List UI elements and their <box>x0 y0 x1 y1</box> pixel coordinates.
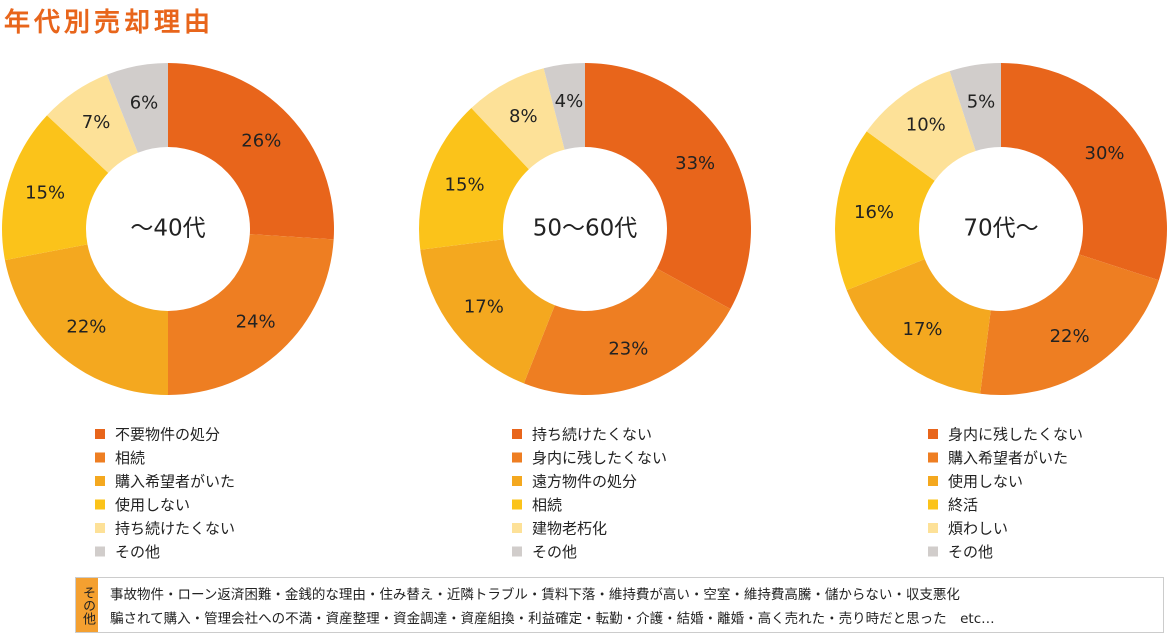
legend-swatch <box>95 499 105 510</box>
legend-swatch <box>512 476 522 486</box>
legend-swatch <box>928 499 938 510</box>
legend-swatch <box>512 499 522 510</box>
page-title: 年代別売却理由 <box>4 8 215 38</box>
legend-label: 相続 <box>532 496 562 514</box>
value-label: 17% <box>903 319 943 340</box>
donut-segment <box>420 239 555 384</box>
value-label: 23% <box>608 338 648 359</box>
legend-swatch <box>95 429 105 439</box>
legend-label: 使用しない <box>948 473 1023 491</box>
legend-swatch <box>928 429 938 439</box>
center-label: 70代～ <box>963 216 1038 242</box>
donut-segment <box>471 68 565 170</box>
legend-label: 身内に残したくない <box>532 449 667 467</box>
legend-label: 遠方物件の処分 <box>532 473 637 491</box>
legend-swatch <box>512 546 522 557</box>
value-label: 7% <box>82 112 111 133</box>
donut-segment <box>523 268 731 395</box>
legend-label: 終活 <box>948 496 978 514</box>
legend-label: 相続 <box>115 449 145 467</box>
legend-swatch <box>928 523 938 533</box>
value-label: 22% <box>66 317 106 338</box>
value-label: 4% <box>555 91 584 112</box>
donut-segment <box>46 74 138 173</box>
legend-label: 持ち続けたくない <box>115 520 235 538</box>
value-label: 24% <box>236 311 276 332</box>
donut-segment <box>980 254 1159 395</box>
value-label: 6% <box>130 92 159 113</box>
legend-label: その他 <box>532 543 577 561</box>
legend-swatch <box>928 476 938 486</box>
legend-swatch <box>95 523 105 533</box>
donut-segment <box>168 63 334 240</box>
value-label: 5% <box>967 92 996 113</box>
legend-label: 煩わしい <box>948 520 1008 538</box>
legend-label: 身内に残したくない <box>948 426 1083 444</box>
legend-swatch <box>95 452 105 463</box>
legend-label: 持ち続けたくない <box>532 426 652 444</box>
donut-segment <box>949 63 1001 152</box>
legend-label: 不要物件の処分 <box>115 426 220 444</box>
legend-label: 購入希望者がいた <box>115 473 235 491</box>
note-box: その他 事故物件・ローン返済困難・金銭的な理由・住み替え・近隣トラブル・賃料下落… <box>75 577 1164 633</box>
value-label: 17% <box>464 296 504 317</box>
legend-swatch <box>512 452 522 463</box>
center-label: ～40代 <box>130 216 205 242</box>
donut-segment <box>1001 63 1167 281</box>
legend-swatch <box>512 523 522 533</box>
center-label: 50～60代 <box>533 216 638 242</box>
note-line: 騙されて購入・管理会社への不満・資産整理・資金調達・資産組換・利益確定・転勤・介… <box>110 611 995 627</box>
value-label: 33% <box>675 153 715 174</box>
legend-label: 使用しない <box>115 496 190 514</box>
legend-label: 購入希望者がいた <box>948 449 1068 467</box>
donut-segment <box>846 259 991 394</box>
donut-segment <box>419 107 529 250</box>
value-label: 10% <box>906 114 946 135</box>
donut-segment <box>106 63 168 153</box>
donut-segment <box>585 63 752 309</box>
value-label: 8% <box>509 106 538 127</box>
legend-swatch <box>95 476 105 486</box>
legend-label: 建物老朽化 <box>532 520 607 538</box>
donut-segment <box>543 63 585 150</box>
value-label: 26% <box>241 130 281 151</box>
value-label: 16% <box>854 202 894 223</box>
value-label: 22% <box>1050 326 1090 347</box>
legend-label: その他 <box>115 543 160 561</box>
note-line: 事故物件・ローン返済困難・金銭的な理由・住み替え・近隣トラブル・賃料下落・維持費… <box>110 587 960 603</box>
legend-label: その他 <box>948 543 993 561</box>
donut-segment <box>866 71 976 181</box>
donut-segment <box>2 115 109 261</box>
legend-swatch <box>512 429 522 439</box>
note-label: その他 <box>76 578 98 632</box>
donut-segment <box>4 244 168 395</box>
legend-swatch <box>928 546 938 557</box>
value-label: 15% <box>25 182 65 203</box>
legend-swatch <box>95 546 105 557</box>
donut-segment <box>835 131 935 291</box>
value-label: 15% <box>445 175 485 196</box>
value-label: 30% <box>1085 143 1125 164</box>
legend-swatch <box>928 452 938 463</box>
donut-segment <box>168 234 334 395</box>
